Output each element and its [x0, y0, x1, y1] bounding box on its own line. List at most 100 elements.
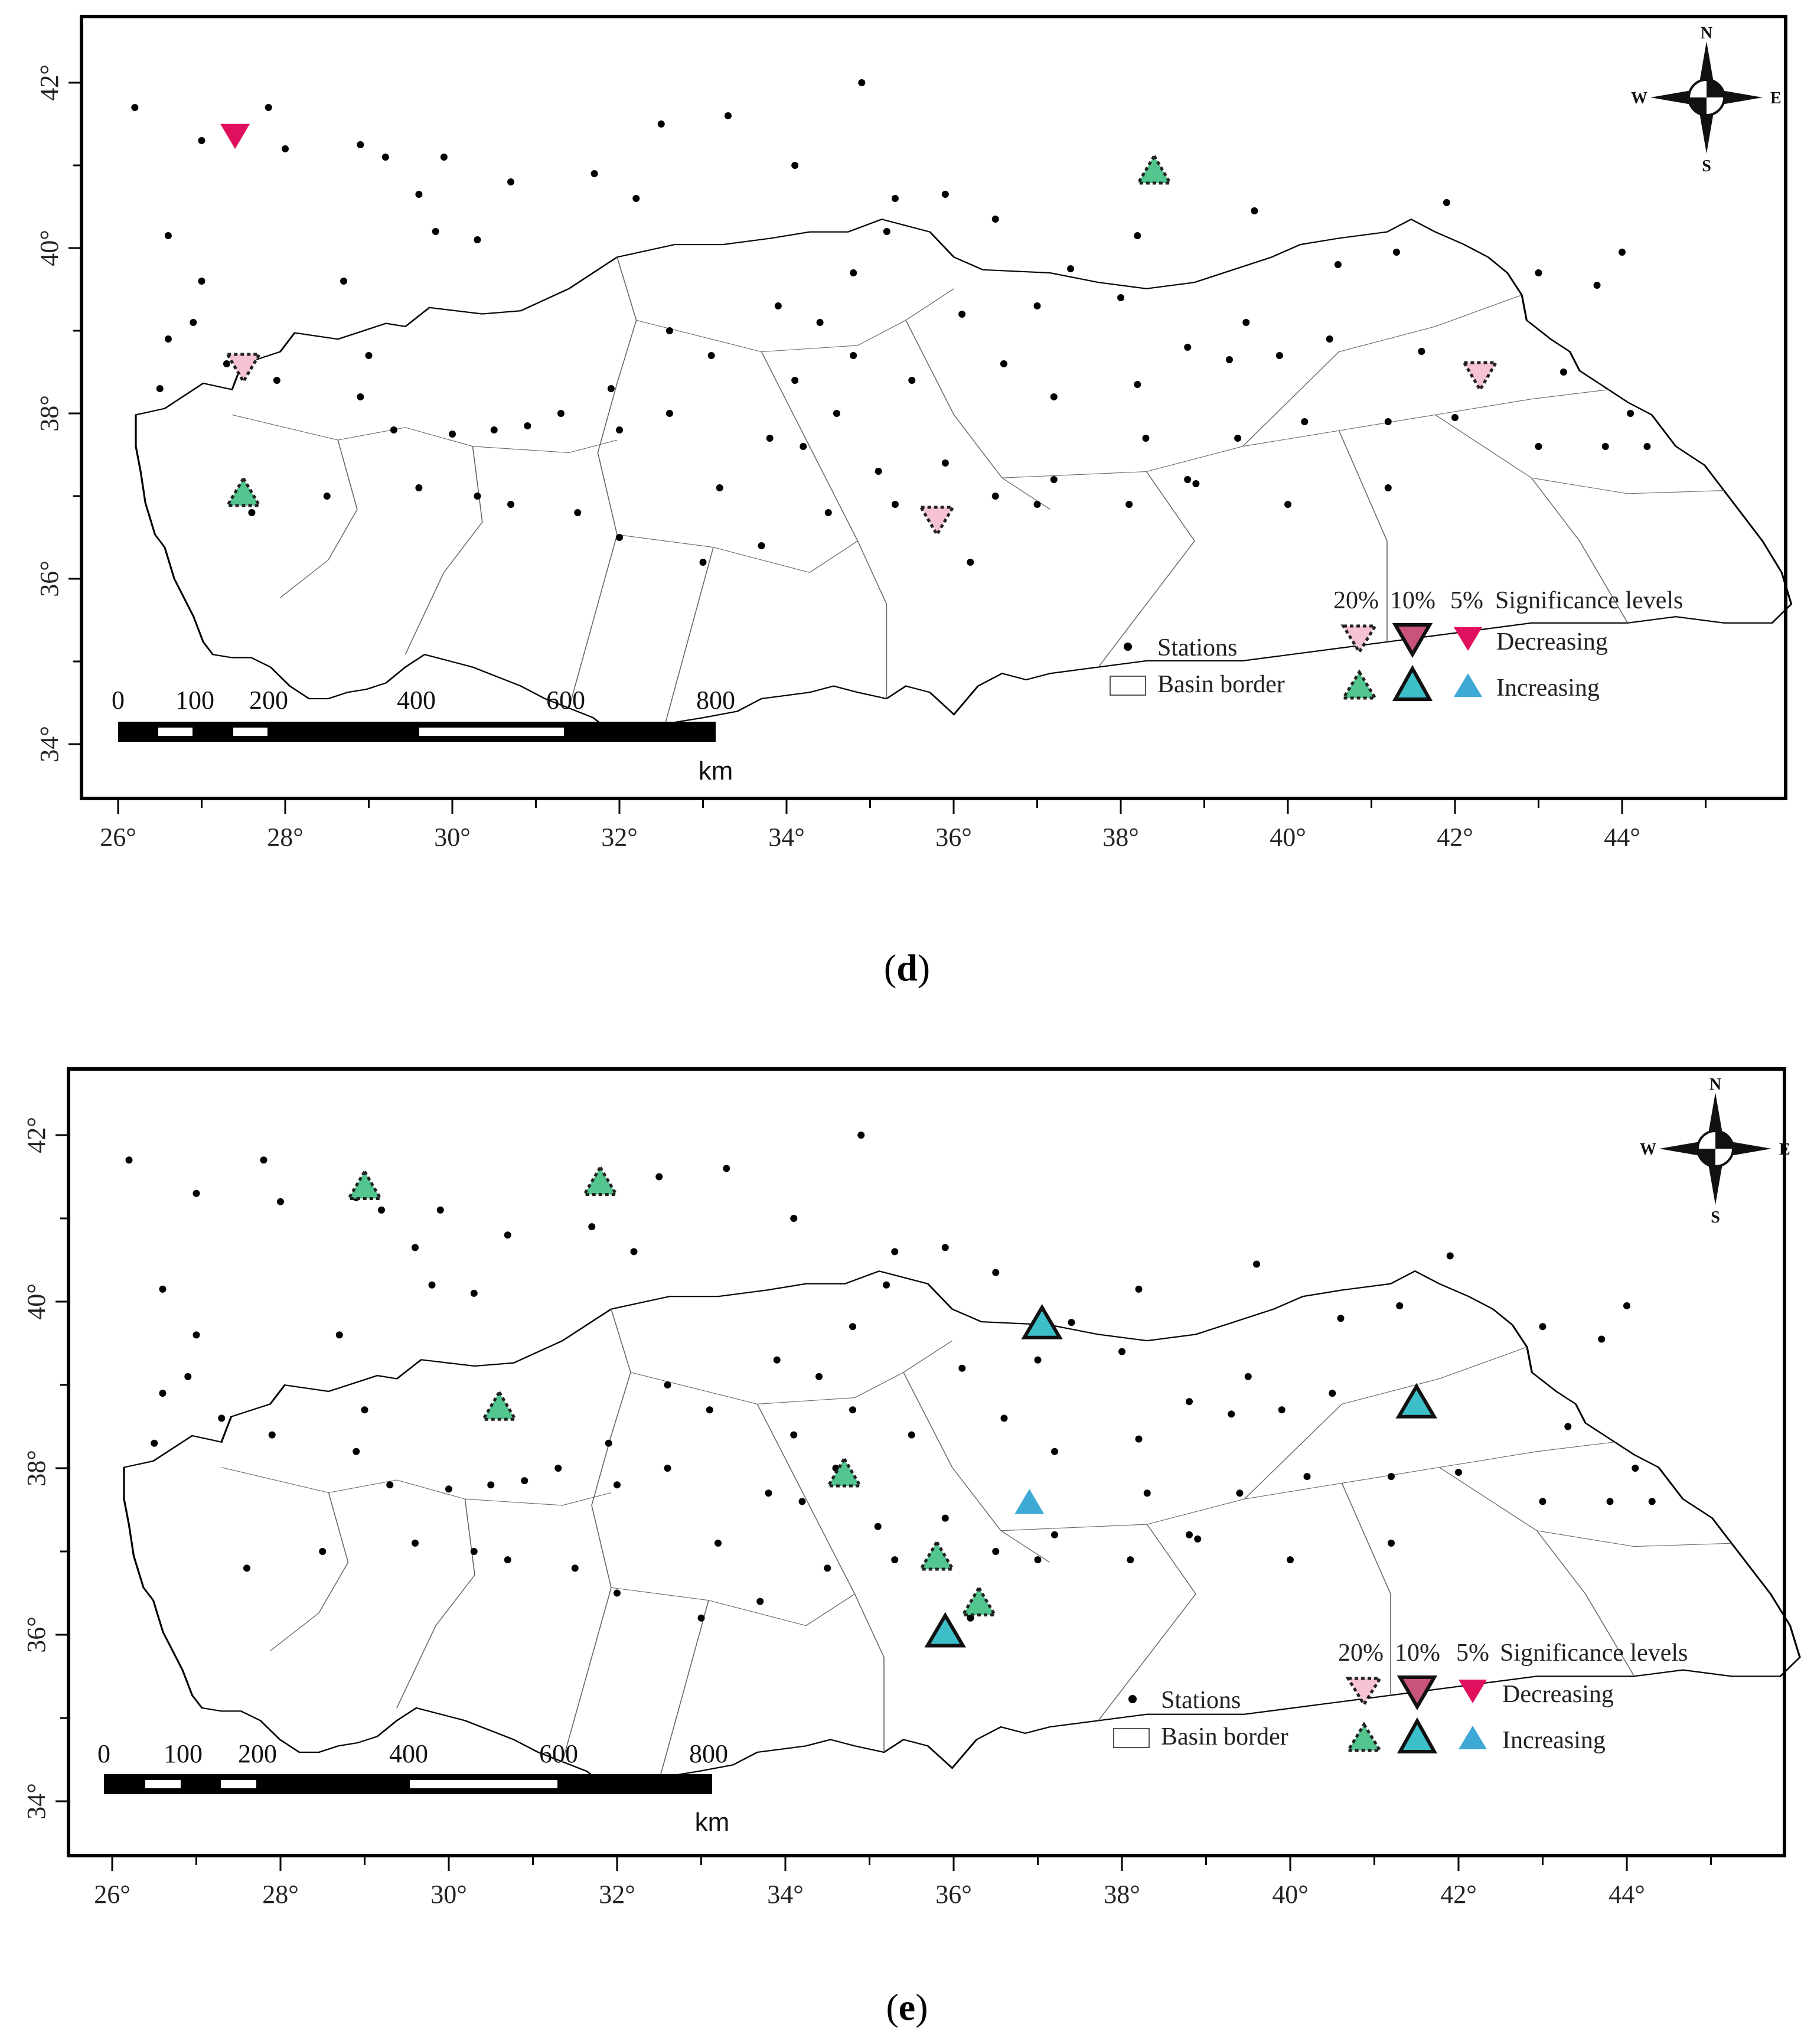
station-point [590, 170, 598, 177]
station-point [159, 1390, 167, 1397]
station-point [432, 228, 439, 235]
x-axis-ticks-e: 26° 28° 30° 32° 34° 36° 38° 40° 42° 44° [94, 1856, 1712, 1909]
station-point [1184, 344, 1192, 351]
station-point [941, 191, 949, 198]
x-tick-label: 44° [1609, 1880, 1645, 1909]
station-point [223, 360, 230, 367]
legend-level-10: 10% [1390, 587, 1435, 614]
station-point [1118, 1348, 1125, 1355]
station-point [243, 1564, 250, 1572]
station-point [1244, 1373, 1252, 1380]
legend-increasing: Increasing [1502, 1727, 1606, 1754]
station-point [571, 1564, 579, 1572]
station-point [1186, 1398, 1193, 1406]
station-point [265, 104, 272, 111]
legend-levels-title: Significance levels [1495, 587, 1683, 614]
station-point [657, 120, 665, 128]
x-tick-label: 26° [100, 823, 136, 852]
station-point [1388, 1539, 1395, 1547]
trend-marker-increasing [918, 1539, 955, 1571]
station-point [1451, 414, 1459, 421]
scale-label-600: 600 [539, 1739, 578, 1768]
basin-borders-e [221, 1309, 1732, 1778]
x-tick-label: 28° [267, 823, 304, 852]
station-point [716, 484, 723, 491]
station-point [664, 1381, 671, 1388]
station-point [891, 195, 899, 202]
station-point [1253, 1260, 1260, 1268]
y-tick-label: 36° [35, 560, 64, 597]
station-point [1598, 1335, 1606, 1343]
station-point [1192, 480, 1200, 487]
station-point [574, 509, 582, 516]
station-point [151, 1439, 158, 1447]
y-tick-label: 42° [22, 1117, 51, 1153]
trend-marker-decreasing [1461, 361, 1499, 393]
x-tick-label: 42° [1440, 1880, 1477, 1909]
compass-rose-e: N S E W [1640, 1075, 1790, 1227]
station-point [357, 141, 364, 148]
station-point [664, 1465, 671, 1472]
station-point [193, 1189, 200, 1197]
station-point [857, 1132, 865, 1139]
station-point [883, 228, 890, 235]
station-point [883, 1281, 890, 1289]
station-point [891, 1248, 899, 1256]
scale-label-100: 100 [164, 1739, 203, 1768]
station-point [958, 1364, 966, 1372]
station-point [991, 493, 999, 500]
station-point [386, 1481, 394, 1489]
station-point [1186, 1531, 1193, 1538]
station-point [159, 1285, 167, 1293]
station-point [164, 335, 172, 343]
station-point [605, 1439, 612, 1447]
station-point [521, 1477, 528, 1485]
station-point [507, 501, 515, 508]
legend-e: 20% 10% 5% Significance levels Decreasin… [1113, 1639, 1688, 1754]
trend-markers-e [346, 1164, 1437, 1648]
station-point [655, 1173, 663, 1181]
legend-basin-border: Basin border [1161, 1723, 1288, 1750]
stations-d [131, 79, 1651, 566]
y-tick-label: 34° [35, 726, 64, 762]
x-tick-label: 40° [1272, 1880, 1309, 1909]
caption-letter: d [896, 947, 918, 989]
station-point [1418, 348, 1425, 355]
station-point [1142, 435, 1150, 442]
station-point [967, 559, 974, 566]
station-point [1632, 1465, 1639, 1472]
station-point [470, 1548, 478, 1555]
station-point [1127, 1556, 1134, 1564]
station-point [353, 1448, 360, 1455]
station-point [616, 426, 623, 433]
station-point [198, 278, 205, 285]
station-point [699, 559, 707, 566]
station-point [1284, 501, 1291, 508]
station-point [1143, 1489, 1151, 1497]
station-point [131, 104, 139, 111]
station-point [487, 1481, 495, 1489]
station-point [800, 443, 807, 450]
station-point [1455, 1469, 1462, 1476]
station-point [1234, 435, 1242, 442]
station-point [1242, 319, 1250, 326]
station-point [218, 1414, 226, 1422]
station-point [1034, 1556, 1042, 1564]
station-point [428, 1281, 436, 1289]
station-point [412, 1539, 419, 1547]
station-point [1329, 1390, 1336, 1397]
trend-marker-decreasing [918, 506, 956, 537]
station-point [198, 137, 205, 144]
station-point [277, 1198, 284, 1205]
station-point [260, 1156, 267, 1164]
station-point [1278, 1406, 1286, 1414]
scale-label-600: 600 [546, 686, 585, 715]
trend-marker-increasing [826, 1456, 863, 1488]
station-point [1334, 261, 1342, 268]
y-tick-label: 38° [35, 395, 64, 432]
turkey-outline-e [123, 1270, 1801, 1791]
y-tick-label: 34° [22, 1783, 51, 1820]
station-point [1303, 1473, 1311, 1481]
station-point [791, 162, 799, 169]
station-point [1000, 360, 1007, 367]
